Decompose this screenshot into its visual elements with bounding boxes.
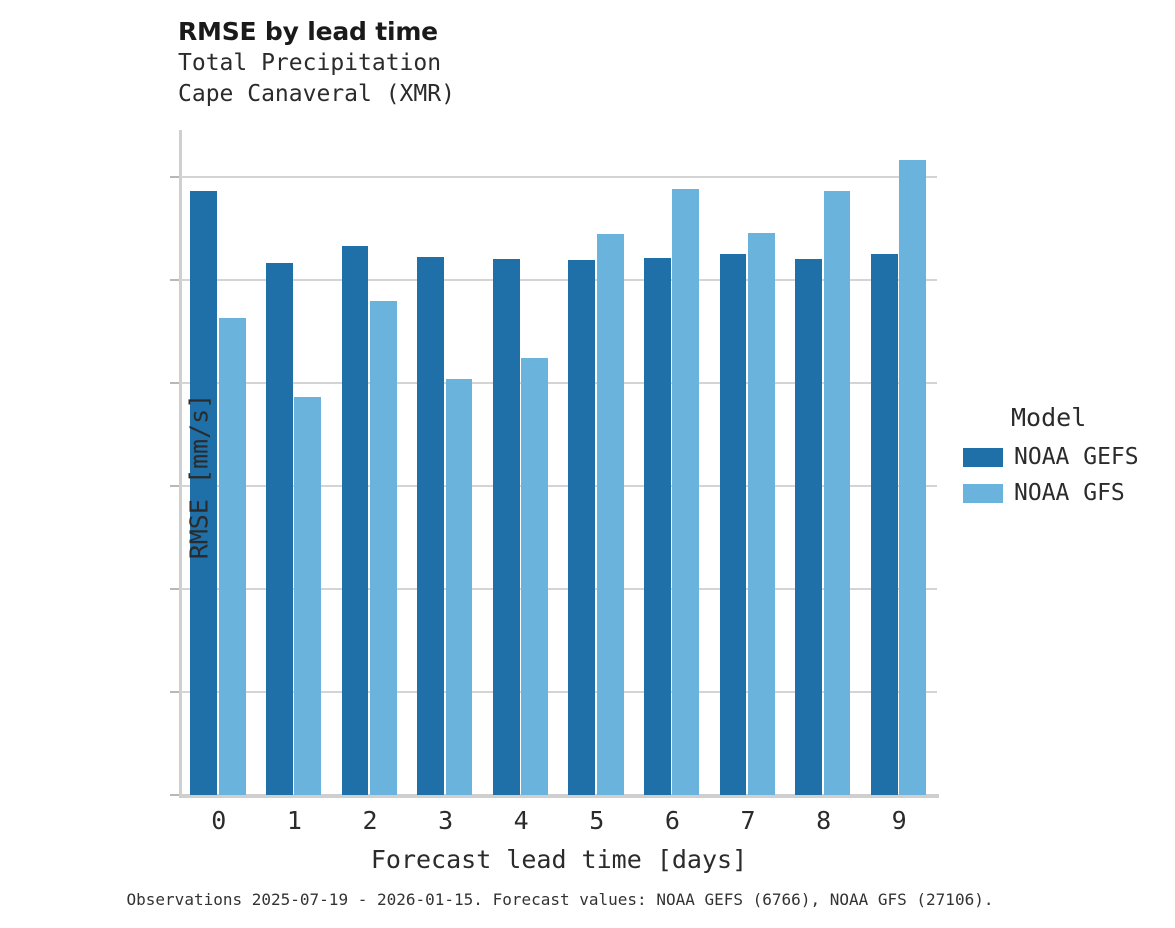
bar-noaa-gfs-lead-0 (218, 318, 246, 795)
gridline (181, 176, 937, 179)
gridline (181, 382, 937, 385)
x-axis-tick-label: 4 (513, 806, 529, 835)
x-axis-tick-label: 8 (816, 806, 832, 835)
gridline (181, 691, 937, 694)
bar-noaa-gfs-lead-2 (370, 300, 397, 795)
bar-noaa-gefs-lead-1 (266, 262, 293, 795)
x-axis-tick-label: 3 (438, 806, 454, 835)
x-axis-tick-label: 0 (211, 806, 227, 835)
y-axis-tick (170, 382, 179, 385)
bar-noaa-gefs-lead-5 (568, 260, 596, 795)
bar-noaa-gefs-lead-9 (870, 254, 898, 795)
x-axis-tick-label: 7 (740, 806, 756, 835)
x-axis-tick-label: 1 (286, 806, 302, 835)
legend-item-label: NOAA GFS (1014, 479, 1125, 506)
gridline (181, 485, 937, 488)
x-axis-tick-label: 9 (891, 806, 907, 835)
bar-noaa-gefs-lead-4 (492, 258, 520, 795)
bar-noaa-gfs-lead-6 (672, 189, 700, 795)
x-axis-spine (179, 794, 939, 798)
y-axis-spine (179, 130, 182, 797)
gridline (181, 279, 937, 282)
bar-noaa-gfs-lead-3 (445, 379, 473, 795)
bar-noaa-gfs-lead-7 (748, 233, 775, 795)
chart-caption: Observations 2025-07-19 - 2026-01-15. Fo… (126, 890, 994, 909)
y-axis-tick (170, 279, 179, 282)
legend-title: Model (1011, 403, 1087, 432)
bar-noaa-gefs-lead-6 (644, 258, 671, 795)
gridline (181, 588, 937, 591)
bar-noaa-gefs-lead-0 (190, 190, 218, 795)
legend-entries: NOAA GEFS NOAA GFS (963, 442, 1175, 508)
chart-subtitle-location: Cape Canaveral (XMR) (178, 81, 455, 107)
bar-noaa-gefs-lead-3 (417, 256, 445, 795)
bar-noaa-gfs-lead-5 (596, 233, 624, 795)
title-block: RMSE by lead time Total Precipitation Ca… (178, 16, 878, 110)
y-axis-tick (170, 794, 179, 796)
legend-swatch-icon (963, 483, 1003, 503)
bars-group (181, 130, 937, 795)
plot-area (170, 130, 937, 796)
x-axis-tick-label: 6 (664, 806, 680, 835)
chart-subtitle-variable: Total Precipitation (178, 50, 442, 76)
bar-noaa-gfs-lead-1 (294, 397, 322, 795)
y-axis-tick (170, 588, 179, 591)
bar-noaa-gefs-lead-2 (341, 245, 369, 795)
bar-noaa-gfs-lead-9 (899, 159, 927, 795)
y-axis-tick (170, 485, 179, 488)
bar-noaa-gefs-lead-8 (795, 259, 823, 795)
x-axis-tick-label: 2 (362, 806, 378, 835)
y-axis-tick (170, 691, 179, 694)
x-axis-tick-label: 5 (589, 806, 605, 835)
legend-item[interactable]: NOAA GEFS (963, 442, 1175, 472)
legend-item-label: NOAA GEFS (1014, 443, 1139, 470)
x-axis-title: Forecast lead time [days] (370, 845, 748, 874)
legend-swatch-icon (963, 447, 1003, 467)
page-title: RMSE by lead time (178, 17, 438, 46)
legend: Model NOAA GEFS NOAA GFS (963, 405, 1175, 514)
bar-noaa-gfs-lead-4 (521, 358, 549, 795)
bar-noaa-gefs-lead-7 (719, 254, 747, 795)
legend-item[interactable]: NOAA GFS (963, 478, 1175, 508)
bar-noaa-gfs-lead-8 (823, 190, 851, 795)
y-axis-tick (170, 176, 179, 179)
